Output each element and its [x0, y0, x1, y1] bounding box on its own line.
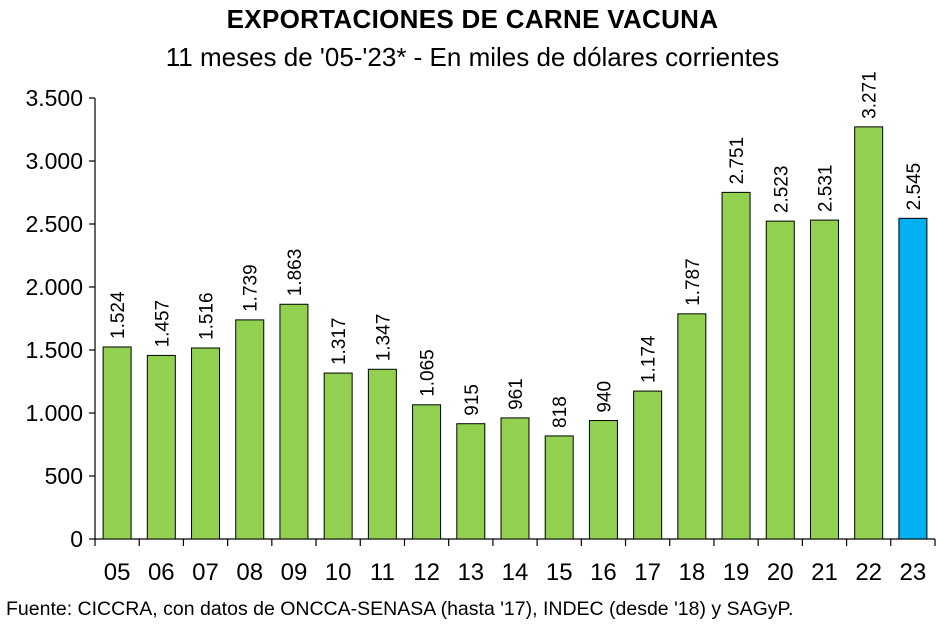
bar-14	[500, 417, 530, 540]
bar-15	[544, 435, 574, 540]
data-label-10: 1.317	[329, 318, 350, 366]
y-tick-label: 500	[45, 463, 83, 489]
data-label-13: 915	[462, 384, 483, 416]
data-label-20: 2.523	[771, 166, 792, 214]
x-tick-label-21: 21	[811, 559, 838, 586]
x-tick-label-05: 05	[104, 559, 131, 586]
chart-subtitle: 11 meses de '05-'23* - En miles de dólar…	[165, 42, 780, 72]
bar-09	[279, 303, 309, 540]
bar-08	[235, 319, 265, 540]
y-tick-label: 3.500	[25, 85, 83, 111]
x-tick-label-18: 18	[678, 559, 705, 586]
x-tick-label-06: 06	[148, 559, 175, 586]
bar-12	[412, 404, 442, 540]
data-label-21: 2.531	[815, 165, 836, 213]
bar-18	[677, 313, 707, 540]
bar-06	[146, 354, 176, 540]
bar-11	[367, 368, 397, 540]
bar-16	[588, 420, 618, 540]
x-tick-label-10: 10	[325, 559, 352, 586]
y-tick-label: 2.000	[25, 274, 83, 300]
bar-05	[102, 346, 132, 540]
x-tick-label-08: 08	[236, 559, 263, 586]
data-label-14: 961	[506, 378, 527, 410]
x-tick-label-07: 07	[192, 559, 219, 586]
bar-19	[721, 191, 751, 540]
bar-13	[456, 423, 486, 540]
x-tick-label-13: 13	[457, 559, 484, 586]
x-tick-label-23: 23	[900, 559, 927, 586]
data-label-07: 1.516	[197, 292, 218, 340]
y-tick-label: 0	[70, 526, 83, 552]
bar-22	[854, 126, 884, 540]
y-tick-label: 1.500	[25, 337, 83, 363]
bar-10	[323, 372, 353, 540]
data-label-23: 2.545	[904, 163, 925, 211]
data-label-09: 1.863	[285, 249, 306, 297]
x-tick-label-22: 22	[855, 559, 882, 586]
data-label-12: 1.065	[418, 349, 439, 397]
bar-20	[765, 220, 795, 540]
x-tick-label-14: 14	[502, 559, 529, 586]
y-tick-label: 1.000	[25, 400, 83, 426]
data-label-15: 818	[550, 396, 571, 428]
x-tick-label-20: 20	[767, 559, 794, 586]
x-tick-label-11: 11	[370, 559, 395, 586]
bar-17	[633, 390, 663, 540]
x-tick-label-17: 17	[634, 559, 661, 586]
chart-title: EXPORTACIONES DE CARNE VACUNA	[226, 4, 719, 34]
data-label-22: 3.271	[860, 71, 881, 119]
data-label-08: 1.739	[241, 264, 262, 312]
x-tick-label-12: 12	[413, 559, 440, 586]
data-label-16: 940	[594, 381, 615, 413]
data-label-18: 1.787	[683, 258, 704, 306]
x-tick-label-09: 09	[281, 559, 308, 586]
data-label-11: 1.347	[373, 314, 394, 362]
data-label-19: 2.751	[727, 137, 748, 185]
y-tick-label: 2.500	[25, 211, 83, 237]
bar-23	[898, 217, 928, 540]
data-label-06: 1.457	[152, 300, 173, 348]
x-tick-label-16: 16	[590, 559, 617, 586]
source-note: Fuente: CICCRA, con datos de ONCCA-SENAS…	[6, 598, 794, 620]
y-tick-label: 3.000	[25, 148, 83, 174]
bar-07	[191, 347, 221, 540]
data-label-17: 1.174	[639, 335, 660, 383]
x-tick-label-19: 19	[723, 559, 750, 586]
x-tick-label-15: 15	[546, 559, 573, 586]
bar-21	[809, 219, 839, 540]
data-label-05: 1.524	[108, 291, 129, 339]
